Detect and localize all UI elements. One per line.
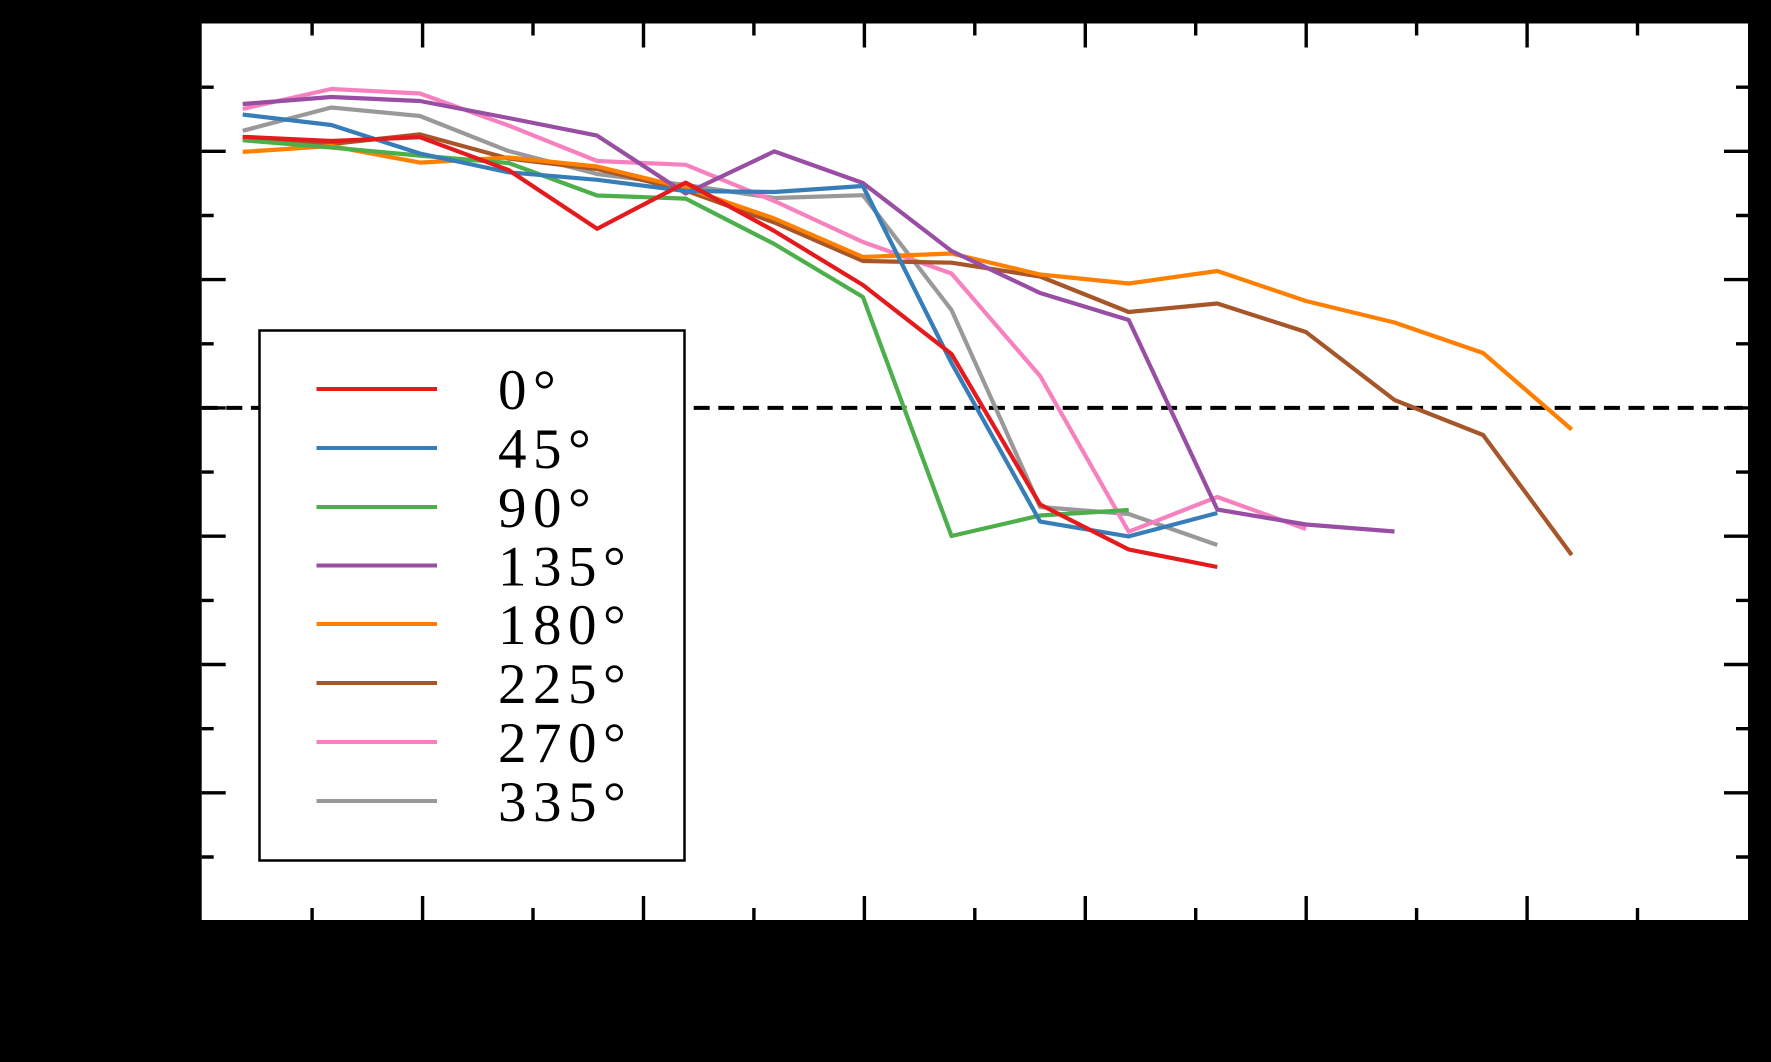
svg-text:180°: 180° xyxy=(498,594,632,657)
svg-text:0°: 0° xyxy=(498,359,562,422)
svg-text:135°: 135° xyxy=(498,536,632,599)
svg-text:45°: 45° xyxy=(498,418,597,481)
svg-text:335°: 335° xyxy=(498,771,632,834)
svg-text:90°: 90° xyxy=(498,477,597,540)
svg-text:225°: 225° xyxy=(498,653,632,716)
svg-text:270°: 270° xyxy=(498,712,632,775)
